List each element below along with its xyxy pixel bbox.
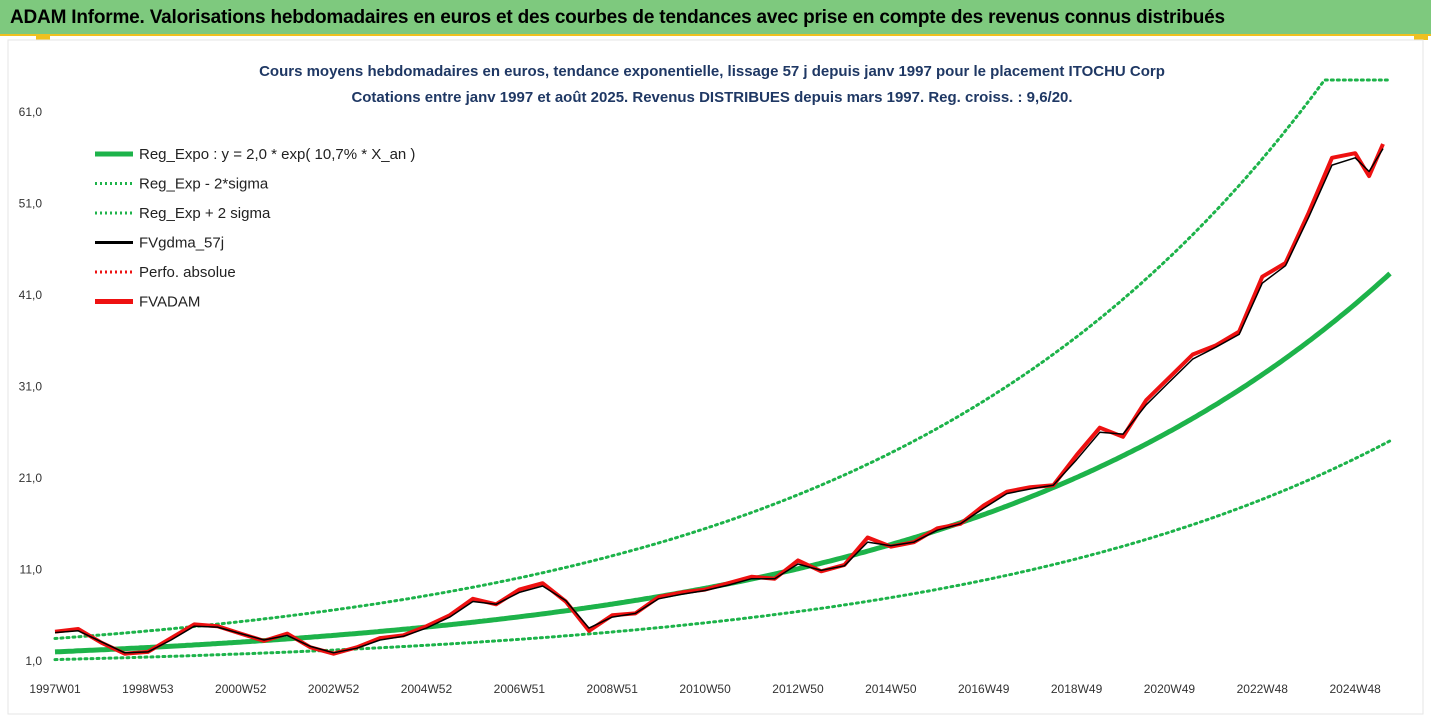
- plot-area: [53, 78, 1392, 662]
- header-corner-mark-left: [36, 36, 50, 40]
- legend-label: Reg_Expo : y = 2,0 * exp( 10,7% * X_an ): [139, 146, 415, 163]
- chart-frame: [7, 39, 1424, 715]
- y-tick-label: 31,0: [19, 380, 43, 394]
- y-tick-label: 1,0: [25, 654, 42, 668]
- legend-label: FVgdma_57j: [139, 235, 224, 252]
- report-header: ADAM Informe. Valorisations hebdomadaire…: [0, 0, 1431, 36]
- x-tick-label: 2020W49: [1144, 682, 1196, 696]
- x-tick-label: 2010W50: [679, 682, 731, 696]
- x-tick-label: 2000W52: [215, 682, 267, 696]
- y-tick-label: 41,0: [19, 288, 43, 302]
- legend-label: Perfo. absolue: [139, 264, 236, 281]
- series-fvadam: [54, 143, 1385, 656]
- report-title: ADAM Informe. Valorisations hebdomadaire…: [10, 7, 1225, 28]
- chart-title: Cours moyens hebdomadaires en euros, ten…: [259, 63, 1165, 80]
- y-tick-label: 21,0: [19, 471, 43, 485]
- x-tick-label: 2012W50: [772, 682, 824, 696]
- series-reg-exp-minus-2sigma: [53, 439, 1392, 662]
- x-axis: 1997W01 1998W53 2000W52 2002W52 2004W52 2006W…: [29, 682, 1381, 696]
- x-tick-label: 2008W51: [587, 682, 639, 696]
- legend-label: FVADAM: [139, 294, 200, 311]
- y-tick-label: 11,0: [20, 563, 43, 577]
- x-tick-label: 2014W50: [865, 682, 917, 696]
- x-tick-label: 2006W51: [494, 682, 546, 696]
- chart-subtitle: Cotations entre janv 1997 et août 2025. …: [351, 89, 1072, 106]
- x-tick-label: 2022W48: [1237, 682, 1289, 696]
- x-tick-label: 1998W53: [122, 682, 174, 696]
- y-tick-label: 51,0: [19, 197, 43, 211]
- series-fvgdma-57j: [54, 148, 1384, 654]
- x-tick-label: 2024W48: [1329, 682, 1381, 696]
- legend: Reg_Expo : y = 2,0 * exp( 10,7% * X_an )…: [95, 146, 415, 311]
- legend-label: Reg_Exp - 2*sigma: [139, 176, 269, 193]
- x-tick-label: 2004W52: [401, 682, 453, 696]
- x-tick-label: 1997W01: [29, 682, 81, 696]
- x-tick-label: 2002W52: [308, 682, 360, 696]
- header-corner-mark-right: [1414, 36, 1428, 40]
- series-reg-expo: [54, 271, 1392, 655]
- x-tick-label: 2018W49: [1051, 682, 1103, 696]
- y-tick-label: 61,0: [19, 105, 43, 119]
- series-reg-exp-plus-2sigma: [53, 78, 1392, 640]
- x-tick-label: 2016W49: [958, 682, 1010, 696]
- y-axis: 1,0 11,0 21,0 31,0 41,0 51,0 61,0: [19, 105, 43, 668]
- legend-label: Reg_Exp + 2 sigma: [139, 205, 271, 222]
- chart: Cours moyens hebdomadaires en euros, ten…: [7, 39, 1424, 715]
